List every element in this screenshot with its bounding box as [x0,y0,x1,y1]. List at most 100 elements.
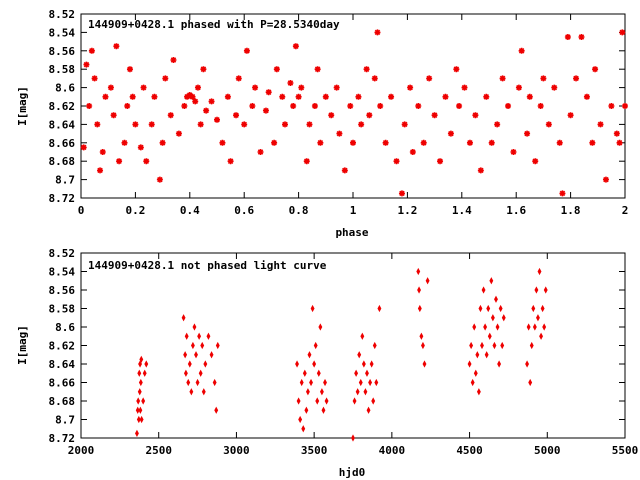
phased-plot-point [393,158,400,165]
phased-plot-xtick-label: 0 [78,204,85,217]
unphased-plot-point [540,304,545,313]
unphased-plot-point [186,378,191,387]
phased-plot-point [545,121,552,128]
unphased-plot-point [298,415,303,424]
phased-plot-point [197,121,204,128]
unphased-plot-point [201,388,206,396]
phased-plot-point [398,190,405,197]
unphased-plot-point [470,378,475,387]
unphased-plot-point [352,397,357,405]
phased-plot-point [208,98,215,105]
unphased-plot-point [198,369,203,377]
phased-plot-point [407,84,414,91]
phased-plot-point [140,84,147,91]
unphased-plot-point [490,314,495,322]
unphased-plot-point [318,323,323,331]
phased-plot-ytick-label: 8.52 [49,8,76,21]
phased-plot-point [192,98,199,105]
phased-plot-point [132,121,139,128]
phased-plot-point [409,149,416,155]
phased-plot-point [298,84,305,91]
phased-plot-point [567,112,574,119]
phased-plot-xtick-label: 0.2 [125,204,145,217]
unphased-plot-point [481,286,486,294]
phased-plot-xtick-label: 1.2 [397,204,417,217]
unphased-plot-point [312,360,317,368]
unphased-plot-ytick-label: 8.58 [49,303,76,316]
phased-plot-point [94,121,101,128]
unphased-plot-point [135,406,140,414]
phased-plot-point [426,75,433,82]
phased-plot-xtick-label: 0.6 [234,204,254,217]
phased-plot-point [366,112,373,119]
unphased-plot: 144909+0428.1 not phased light curve hjd… [16,247,638,479]
unphased-plot-point [472,323,477,331]
phased-plot-point [477,167,484,174]
phased-plot-point [219,139,226,146]
unphased-plot-point [302,369,307,377]
phased-plot-point [461,84,468,91]
phased-plot-point [279,93,286,100]
phased-plot-point [355,93,362,100]
unphased-plot-ytick-label: 8.64 [49,358,76,371]
phased-plot-point [102,93,109,100]
unphased-plot-ytick-label: 8.7 [55,414,75,427]
unphased-plot-ytick-label: 8.72 [49,432,76,445]
phased-plot-point [252,84,259,91]
phased-plot-point [167,112,174,119]
phased-plot-point [388,93,395,100]
unphased-plot-xtick-label: 3000 [223,444,250,457]
phased-plot-point [265,89,272,96]
unphased-plot-point [305,388,310,396]
unphased-plot-point [498,304,503,313]
phased-plot-point [287,80,294,86]
unphased-plot-point [299,378,304,387]
unphased-plot-point [473,369,478,377]
unphased-plot-point [137,369,142,377]
phased-plot-point [88,47,95,54]
unphased-plot-point [537,267,542,276]
unphased-plot-point [138,360,143,368]
unphased-plot-point [313,341,318,350]
unphased-plot-xtick-label: 2000 [68,444,95,457]
phased-plot-point [472,112,479,119]
phased-plot-point [431,112,438,119]
unphased-plot-point [497,360,502,368]
phased-plot-point [181,103,188,109]
unphased-plot-point [368,378,373,387]
phased-plot-point [505,103,512,109]
phased-plot-point [224,93,231,100]
unphased-plot-point [357,351,362,359]
phased-plot-point [556,139,563,146]
phased-plot-point [249,103,256,109]
phased-plot-point [290,103,297,109]
phased-plot-point [189,93,196,100]
phased-plot-point [420,139,427,146]
unphased-plot-point [371,397,376,405]
phased-plot-point [80,144,87,151]
unphased-plot-point [181,314,186,322]
phased-plot-point [156,176,163,183]
unphased-plot-point [184,332,189,340]
phased-plot-point [341,167,348,174]
phased-plot-point [466,139,473,146]
phased-plot-point [99,149,106,155]
phased-plot-point [303,158,310,165]
phased-plot-point [124,103,131,109]
unphased-plot-point [480,341,484,350]
unphased-plot-point [195,378,200,387]
phased-plot-xlabel: phase [335,226,368,239]
phased-plot-point [143,158,150,165]
phased-plot-ytick-label: 8.72 [49,192,76,205]
phased-plot-point [306,121,313,128]
phased-plot-point [578,34,585,40]
phased-plot-point [233,112,240,119]
unphased-plot-point [486,304,491,313]
phased-plot-point [608,103,615,109]
phased-plot-point [524,130,531,137]
unphased-plot-xtick-label: 5000 [534,444,561,457]
unphased-plot-point [200,341,205,350]
phased-plot-point [347,103,354,109]
phased-plot-point [597,121,604,128]
phased-plot-point [336,130,343,137]
